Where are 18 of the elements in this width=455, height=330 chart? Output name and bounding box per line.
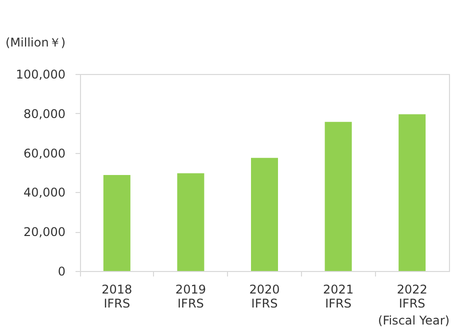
y-axis-title: (Million￥) <box>6 36 66 50</box>
x-axis-title: (Fiscal Year) <box>378 314 450 328</box>
bar <box>103 175 130 271</box>
y-tick-label: 60,000 <box>24 146 66 160</box>
x-tick-label: 2019 IFRS <box>175 282 206 310</box>
y-tick-label: 100,000 <box>16 68 66 82</box>
y-tick-label: 40,000 <box>24 186 66 200</box>
x-tick-label: 2022 IFRS <box>396 282 428 310</box>
y-tick-label: 20,000 <box>24 225 66 240</box>
y-tick-label: 0 <box>58 264 66 278</box>
x-tick-label: 2018 IFRS <box>102 282 132 310</box>
bar <box>251 158 278 271</box>
y-tick-label: 80,000 <box>24 106 66 121</box>
bar <box>177 173 204 271</box>
x-tick-label: 2020 IFRS <box>249 282 280 310</box>
bar <box>398 114 426 271</box>
bar <box>324 122 352 271</box>
x-tick-label: 2021 IFRS <box>323 282 354 310</box>
